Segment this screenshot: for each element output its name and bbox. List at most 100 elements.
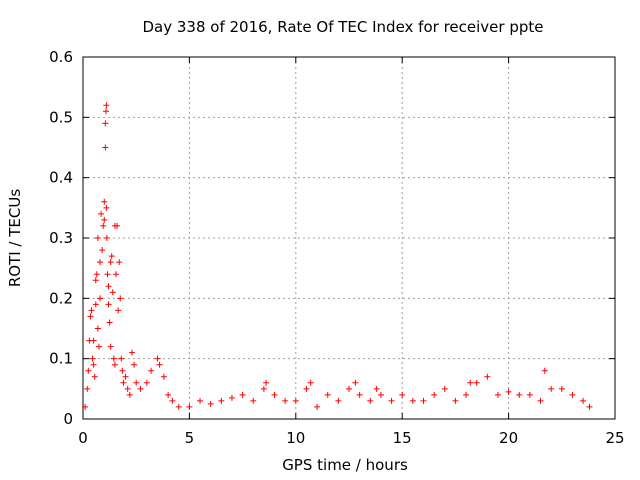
data-point (373, 385, 380, 392)
data-point (239, 391, 246, 398)
data-point (335, 397, 342, 404)
y-tick-label: 0.2 (49, 289, 73, 307)
data-point (94, 325, 101, 332)
data-point (116, 259, 123, 266)
data-point (119, 367, 126, 374)
data-point (388, 397, 395, 404)
data-point (169, 397, 176, 404)
data-point (98, 210, 105, 217)
data-point (93, 271, 100, 278)
data-point (160, 373, 167, 380)
data-point (85, 367, 92, 374)
y-tick-label: 0 (63, 410, 73, 428)
data-point (537, 397, 544, 404)
data-point (102, 120, 109, 127)
data-point (103, 204, 110, 211)
data-point (82, 403, 89, 410)
x-tick-label: 25 (605, 429, 624, 447)
data-point (97, 295, 104, 302)
data-point (441, 385, 448, 392)
data-point (105, 301, 112, 308)
y-tick-label: 0.6 (49, 48, 73, 66)
data-point (112, 271, 119, 278)
data-point (399, 391, 406, 398)
y-axis-label: ROTI / TECUs (6, 189, 24, 287)
data-point (346, 385, 352, 392)
x-tick-label: 15 (393, 429, 412, 447)
data-point (420, 397, 427, 404)
data-point (207, 400, 214, 407)
data-point (282, 397, 289, 404)
data-point (292, 397, 299, 404)
data-point (175, 403, 182, 410)
y-tick-label: 0.1 (49, 350, 73, 368)
data-point (90, 361, 97, 368)
data-point (110, 355, 117, 362)
data-point (100, 222, 107, 229)
data-point (92, 277, 99, 284)
data-point (88, 307, 95, 314)
data-point (250, 397, 257, 404)
data-point (473, 379, 480, 386)
x-tick-label: 0 (78, 429, 88, 447)
data-point (133, 379, 140, 386)
x-tick-label: 5 (185, 429, 195, 447)
data-point (102, 144, 109, 151)
data-point (228, 394, 235, 401)
data-point (580, 397, 587, 404)
data-point (186, 403, 193, 410)
data-point (367, 397, 374, 404)
data-point (494, 391, 501, 398)
data-point (165, 391, 172, 398)
data-point (126, 391, 133, 398)
data-point (111, 361, 118, 368)
data-point (103, 102, 110, 109)
data-point (558, 385, 565, 392)
data-point (120, 379, 127, 386)
x-tick-label: 10 (286, 429, 305, 447)
data-point (409, 397, 416, 404)
data-point (260, 385, 267, 392)
y-tick-label: 0.3 (49, 229, 73, 247)
data-point (87, 313, 94, 320)
grid-lines (83, 57, 615, 419)
data-point (569, 391, 576, 398)
data-point (314, 403, 321, 410)
data-point (541, 367, 548, 374)
data-point (94, 235, 101, 241)
data-point (115, 307, 122, 314)
data-point (102, 108, 109, 115)
data-point (271, 391, 278, 398)
data-points (82, 102, 593, 410)
data-point (107, 343, 114, 350)
data-point (124, 385, 131, 392)
data-point (90, 337, 97, 344)
data-point (484, 373, 491, 380)
y-axis-ticks: 0 0.1 0.2 0.3 0.4 0.5 0.6 (49, 48, 615, 428)
data-point (526, 391, 533, 398)
data-point (143, 379, 150, 386)
data-point (107, 259, 114, 266)
data-point (92, 301, 99, 308)
data-point (218, 397, 225, 404)
data-point (101, 198, 108, 205)
chart-title: Day 338 of 2016, Rate Of TEC Index for r… (143, 18, 544, 36)
data-point (431, 391, 438, 398)
data-point (106, 319, 113, 326)
data-point (324, 391, 331, 398)
data-point (467, 379, 474, 386)
data-point (84, 385, 91, 392)
data-point (104, 271, 111, 278)
data-point (307, 379, 314, 386)
data-point (452, 397, 459, 404)
data-point (128, 349, 135, 356)
x-tick-label: 20 (499, 429, 518, 447)
data-point (114, 222, 121, 229)
data-point (122, 373, 129, 380)
data-point (197, 397, 204, 404)
data-point (97, 259, 104, 266)
data-point (108, 253, 115, 260)
data-point (586, 403, 593, 410)
data-point (352, 379, 359, 386)
